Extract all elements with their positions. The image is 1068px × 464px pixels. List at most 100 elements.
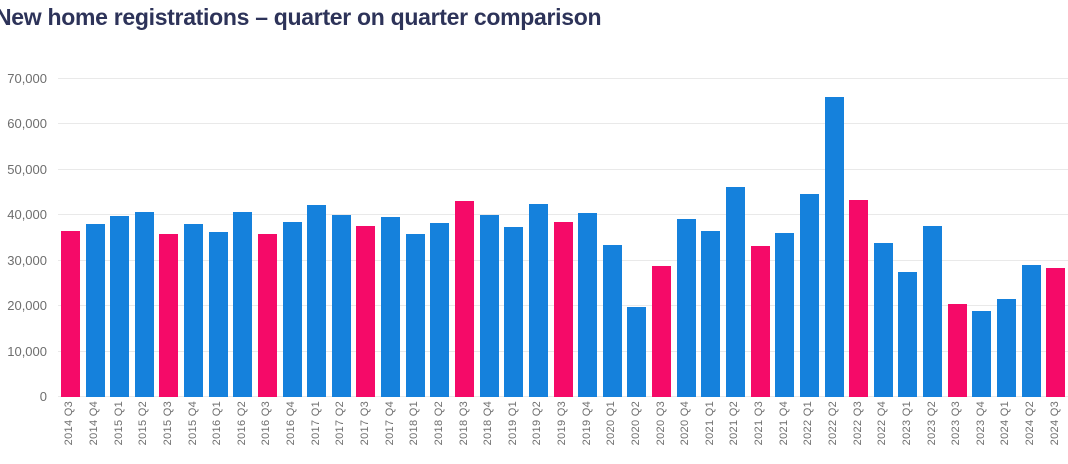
y-tick-label: 10,000 bbox=[7, 343, 47, 359]
x-tick-text: 2020 Q2 bbox=[629, 401, 642, 446]
y-tick-label: 30,000 bbox=[7, 252, 47, 268]
x-tick-text: 2023 Q2 bbox=[925, 401, 938, 446]
bar-2022-q1 bbox=[799, 193, 819, 397]
bar-2019-q4 bbox=[578, 213, 598, 397]
x-tick-label-2021-q2: 2021 Q2 bbox=[728, 401, 740, 445]
y-tick-label: 40,000 bbox=[7, 207, 47, 223]
bar-2022-q2 bbox=[824, 97, 844, 397]
bar-2017-q3 bbox=[356, 225, 376, 397]
x-tick-text: 2024 Q1 bbox=[999, 401, 1012, 446]
x-tick-label-2019-q2: 2019 Q2 bbox=[531, 401, 543, 445]
x-tick-label-2016-q2: 2016 Q2 bbox=[236, 401, 248, 445]
x-tick-text: 2015 Q1 bbox=[112, 401, 125, 446]
x-tick-label-2016-q1: 2016 Q1 bbox=[211, 401, 223, 445]
x-tick-label-2020-q4: 2020 Q4 bbox=[679, 401, 691, 445]
x-tick-label-2015-q2: 2015 Q2 bbox=[137, 401, 149, 445]
x-tick-label-2014-q3: 2014 Q3 bbox=[63, 401, 75, 445]
x-tick-text: 2016 Q1 bbox=[211, 401, 224, 446]
x-tick-text: 2022 Q4 bbox=[876, 401, 889, 446]
x-tick-text: 2016 Q2 bbox=[235, 401, 248, 446]
bar-2020-q2 bbox=[627, 307, 647, 397]
x-tick-label-2019-q1: 2019 Q1 bbox=[507, 401, 519, 445]
x-tick-label-2024-q3: 2024 Q3 bbox=[1049, 401, 1061, 445]
x-tick-label-2018-q4: 2018 Q4 bbox=[482, 401, 494, 445]
x-tick-label-2023-q1: 2023 Q1 bbox=[901, 401, 913, 445]
x-tick-text: 2019 Q3 bbox=[556, 401, 568, 446]
bar-2019-q1 bbox=[504, 227, 524, 397]
x-tick-label-2022-q3: 2022 Q3 bbox=[852, 401, 864, 445]
x-tick-text: 2023 Q3 bbox=[950, 401, 963, 446]
bar-2015-q2 bbox=[134, 212, 154, 397]
x-tick-label-2020-q2: 2020 Q2 bbox=[630, 401, 642, 445]
x-tick-text: 2022 Q3 bbox=[851, 401, 864, 446]
bar-2019-q3 bbox=[553, 222, 573, 397]
x-tick-text: 2018 Q4 bbox=[482, 401, 495, 446]
gridline-60000 bbox=[58, 123, 1068, 125]
x-tick-text: 2018 Q3 bbox=[457, 401, 470, 446]
gridline-40000 bbox=[58, 214, 1068, 216]
bar-2020-q4 bbox=[676, 218, 696, 397]
x-tick-text: 2021 Q3 bbox=[753, 401, 766, 446]
x-tick-text: 2020 Q1 bbox=[605, 401, 618, 446]
bar-2021-q3 bbox=[750, 245, 770, 397]
x-tick-label-2016-q3: 2016 Q3 bbox=[260, 401, 272, 445]
x-tick-text: 2015 Q3 bbox=[161, 401, 174, 446]
y-tick-label: 20,000 bbox=[7, 298, 47, 314]
x-tick-label-2017-q2: 2017 Q2 bbox=[334, 401, 346, 445]
bar-2021-q1 bbox=[701, 231, 721, 397]
x-tick-text: 2024 Q2 bbox=[1024, 401, 1036, 446]
chart-title: New home registrations – quarter on quar… bbox=[0, 4, 602, 30]
x-tick-text: 2022 Q2 bbox=[827, 401, 839, 446]
x-tick-label-2015-q4: 2015 Q4 bbox=[187, 401, 199, 445]
x-tick-text: 2016 Q4 bbox=[285, 401, 297, 446]
bar-2014-q4 bbox=[85, 224, 105, 397]
x-tick-text: 2014 Q3 bbox=[63, 401, 76, 446]
x-tick-label-2017-q3: 2017 Q3 bbox=[359, 401, 371, 445]
y-tick-label: 0 bbox=[39, 389, 47, 404]
x-tick-label-2024-q2: 2024 Q2 bbox=[1024, 401, 1036, 445]
bar-2024-q3 bbox=[1046, 268, 1066, 397]
bar-2017-q1 bbox=[307, 205, 327, 397]
bar-2024-q1 bbox=[996, 298, 1016, 397]
x-tick-text: 2017 Q3 bbox=[358, 401, 371, 446]
x-tick-text: 2023 Q1 bbox=[900, 401, 913, 446]
x-tick-label-2023-q2: 2023 Q2 bbox=[926, 401, 938, 445]
bar-2023-q4 bbox=[972, 310, 992, 397]
bar-2014-q3 bbox=[60, 231, 80, 397]
x-tick-label-2022-q2: 2022 Q2 bbox=[827, 401, 839, 445]
y-tick-label: 70,000 bbox=[7, 71, 47, 86]
bar-2022-q4 bbox=[873, 242, 893, 397]
bar-2020-q3 bbox=[652, 266, 671, 397]
bar-2016-q2 bbox=[233, 212, 253, 397]
bar-2020-q1 bbox=[602, 245, 622, 397]
x-tick-text: 2018 Q2 bbox=[432, 401, 445, 446]
x-tick-label-2016-q4: 2016 Q4 bbox=[285, 401, 297, 445]
x-tick-text: 2019 Q4 bbox=[580, 401, 593, 446]
x-tick-text: 2020 Q3 bbox=[654, 401, 667, 446]
bar-2015-q4 bbox=[184, 223, 203, 397]
bar-2016-q1 bbox=[208, 231, 228, 397]
x-tick-text: 2018 Q1 bbox=[408, 401, 421, 446]
bar-2017-q2 bbox=[331, 214, 351, 397]
gridline-70000 bbox=[58, 78, 1068, 79]
bar-2016-q4 bbox=[282, 222, 302, 397]
x-tick-text: 2017 Q2 bbox=[334, 401, 347, 446]
x-tick-label-2021-q3: 2021 Q3 bbox=[753, 401, 765, 445]
x-tick-label-2017-q1: 2017 Q1 bbox=[310, 401, 322, 445]
bar-2015-q1 bbox=[110, 215, 130, 397]
x-tick-label-2018-q3: 2018 Q3 bbox=[458, 401, 470, 445]
x-tick-text: 2021 Q1 bbox=[703, 401, 716, 446]
y-tick-label: 60,000 bbox=[7, 116, 47, 132]
x-tick-label-2023-q4: 2023 Q4 bbox=[975, 401, 987, 445]
x-tick-text: 2019 Q1 bbox=[506, 401, 519, 446]
x-tick-label-2022-q1: 2022 Q1 bbox=[802, 401, 814, 445]
x-tick-label-2014-q4: 2014 Q4 bbox=[88, 401, 100, 445]
x-tick-label-2020-q3: 2020 Q3 bbox=[655, 401, 667, 445]
bar-2018-q2 bbox=[430, 223, 450, 397]
bar-2019-q2 bbox=[528, 203, 548, 397]
x-tick-label-2022-q4: 2022 Q4 bbox=[876, 401, 888, 445]
x-tick-label-2024-q1: 2024 Q1 bbox=[999, 401, 1011, 445]
bar-2023-q1 bbox=[898, 272, 918, 397]
x-tick-text: 2014 Q4 bbox=[88, 401, 100, 446]
